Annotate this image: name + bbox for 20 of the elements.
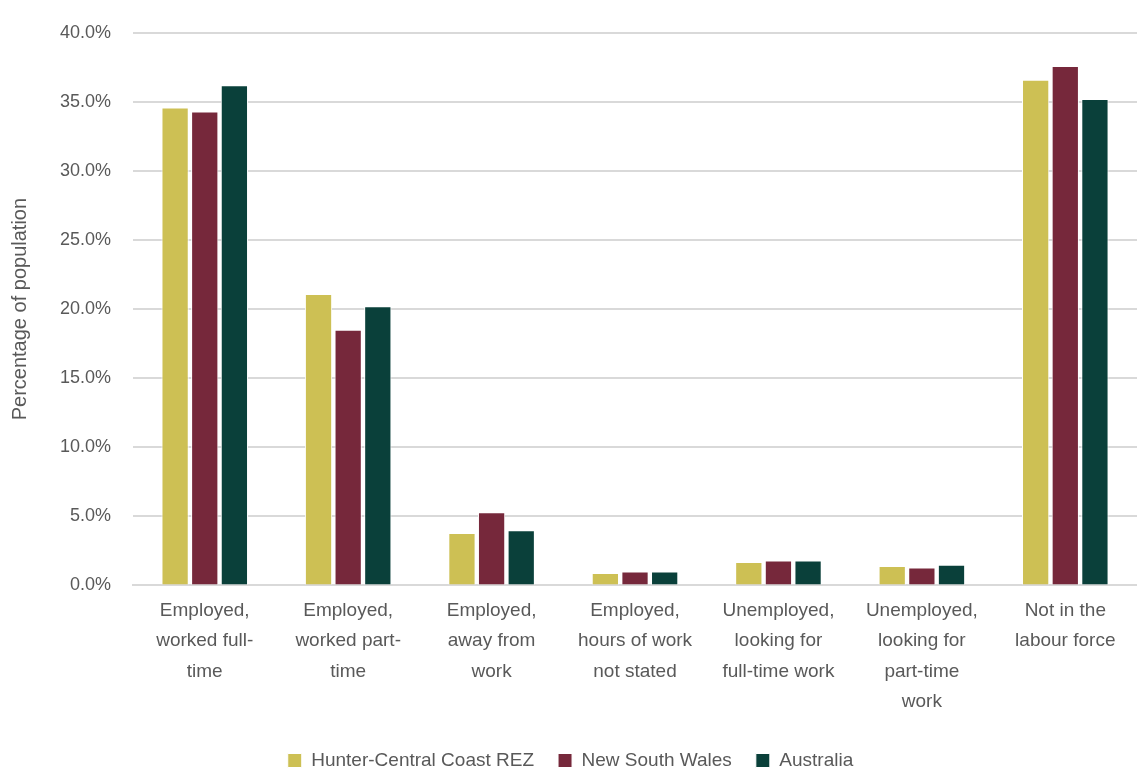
y-tick-label: 25.0%	[59, 228, 112, 249]
x-tick-label: Employed, hours of work not stated	[578, 598, 693, 681]
y-tick-label: 0.0%	[70, 574, 112, 595]
x-tick-label: Not in the labour force	[1015, 598, 1116, 651]
y-tick-label: 10.0%	[59, 436, 112, 457]
x-tick-label: Unemployed, looking for full-time work	[722, 598, 835, 681]
y-tick-label: 30.0%	[59, 159, 112, 180]
x-tick-label: Unemployed, looking for part-time work	[865, 598, 978, 712]
y-tick-label: 40.0%	[59, 21, 112, 42]
x-tick-label: Employed, worked part-time	[294, 598, 401, 681]
x-tick-label: Employed, away from work	[446, 598, 537, 681]
y-tick-label: 20.0%	[59, 298, 112, 319]
legend-label: Hunter-Central Coast REZ	[311, 748, 535, 770]
y-tick-label: 35.0%	[59, 90, 112, 111]
x-tick-label: Employed, worked full-time	[155, 598, 254, 681]
y-axis-title: Percentage of population	[7, 197, 30, 421]
legend-label: New South Wales	[581, 748, 732, 770]
legend-label: Australia	[779, 748, 854, 770]
y-tick-label: 5.0%	[70, 505, 112, 526]
y-tick-label: 15.0%	[59, 367, 112, 388]
